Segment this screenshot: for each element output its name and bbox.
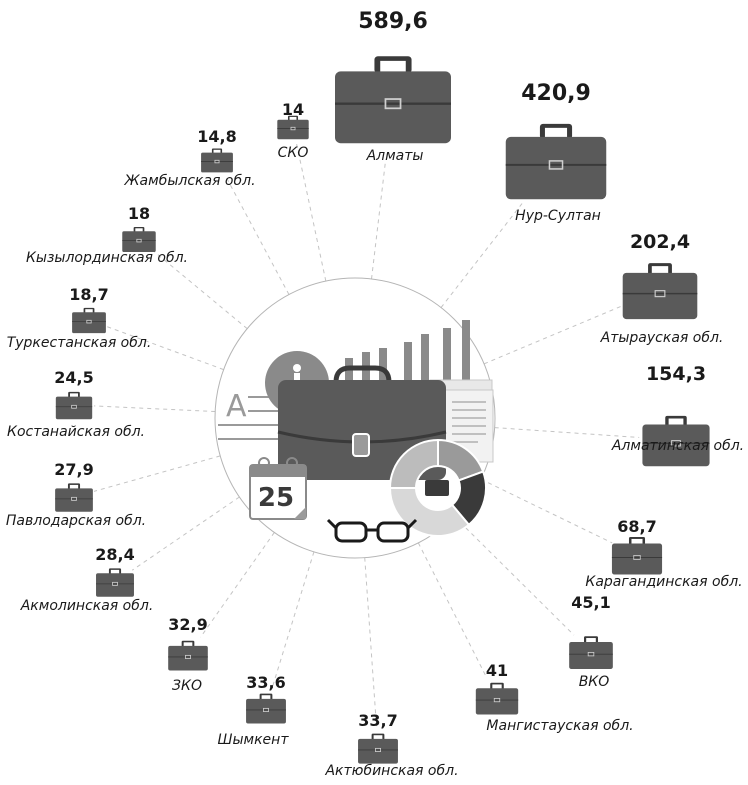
region-label: Жамбылская обл.: [123, 173, 255, 189]
value-label: 14: [282, 100, 304, 119]
value-label: 45,1: [571, 593, 610, 612]
value-label: 202,4: [630, 231, 690, 253]
briefcase-icon: [55, 483, 93, 512]
region-label: Алматы: [366, 148, 424, 164]
value-label: 18: [128, 204, 150, 223]
letter-a-icon: A: [226, 389, 247, 424]
connector-lines: [93, 143, 640, 727]
value-label: 33,7: [358, 711, 397, 730]
briefcase-icon: [611, 536, 663, 575]
text-lines-icon: [218, 396, 278, 440]
briefcase-icon: [475, 682, 519, 715]
connector-line: [131, 496, 240, 571]
connector-line: [371, 161, 386, 280]
connector-line: [454, 516, 575, 636]
donut-segment: [388, 438, 439, 489]
value-label: 27,9: [54, 460, 93, 479]
donut-center-mark: [425, 480, 449, 496]
briefcase-icon: [335, 56, 451, 144]
center-illustration: A: [214, 277, 496, 559]
value-label: 589,6: [358, 9, 428, 34]
value-label: 154,3: [646, 363, 706, 385]
briefcase-icon: [505, 123, 607, 200]
connector-line: [494, 427, 640, 438]
donut-chart-icon: [388, 438, 487, 537]
briefcase-icon: [277, 115, 309, 140]
connector-line: [224, 175, 290, 295]
connector-line: [106, 325, 224, 371]
connector-line: [93, 455, 221, 492]
glasses-icon: [326, 518, 418, 543]
region-label: Нур-Султан: [515, 208, 601, 224]
value-label: 24,5: [54, 368, 93, 387]
value-label: 41: [486, 661, 508, 680]
calendar-icon: 25: [249, 457, 307, 520]
value-label: 420,9: [521, 81, 591, 106]
region-label: ЗКО: [172, 678, 202, 694]
value-label: 68,7: [617, 517, 656, 536]
briefcase-icon: [201, 148, 233, 173]
briefcase-icon: [358, 733, 398, 764]
connector-line: [200, 532, 275, 638]
region-label: Мангистауская обл.: [486, 718, 633, 734]
value-label: 33,6: [246, 673, 285, 692]
connector-line: [417, 542, 487, 678]
region-label: Павлодарская обл.: [6, 513, 146, 529]
region-label: Актюбинская обл.: [324, 763, 458, 779]
donut-segment: [388, 487, 471, 537]
region-label: Карагандинская обл.: [585, 574, 742, 590]
value-label: 32,9: [168, 615, 207, 634]
region-label: Шымкент: [218, 732, 290, 748]
connector-line: [271, 551, 315, 688]
briefcase-icon: [246, 693, 286, 724]
connector-line: [93, 405, 216, 413]
briefcase-icon: [96, 568, 134, 597]
briefcase-icon: [168, 640, 208, 671]
region-label: Акмолинская обл.: [20, 598, 154, 614]
region-label: Атырауская обл.: [600, 330, 724, 346]
briefcase-icon: [622, 263, 698, 320]
region-label: ВКО: [579, 674, 610, 690]
calendar-day: 25: [258, 483, 294, 513]
connector-line: [440, 203, 523, 308]
region-label: Алматинская обл.: [611, 438, 744, 454]
region-label: Костанайская обл.: [7, 424, 145, 440]
briefcase-icon: [569, 636, 613, 670]
value-label: 14,8: [197, 127, 236, 146]
briefcase-icon: [642, 415, 710, 467]
region-label: СКО: [278, 145, 309, 161]
region-label: Туркестанская обл.: [7, 335, 152, 351]
connector-line: [480, 478, 613, 544]
briefcase-icon: [122, 226, 156, 253]
connector-line: [364, 557, 377, 727]
value-label: 18,7: [69, 285, 108, 304]
value-label: 28,4: [95, 545, 134, 564]
region-items: 589,6 Алматы 420,9 Нур-Султан 202,4 Атырауска…: [6, 9, 744, 779]
connector-line: [483, 305, 623, 365]
connector-line: [296, 143, 327, 282]
briefcase-icon: [55, 391, 93, 420]
region-label: Кызылординская обл.: [26, 250, 188, 266]
briefcase-icon: [72, 307, 106, 334]
